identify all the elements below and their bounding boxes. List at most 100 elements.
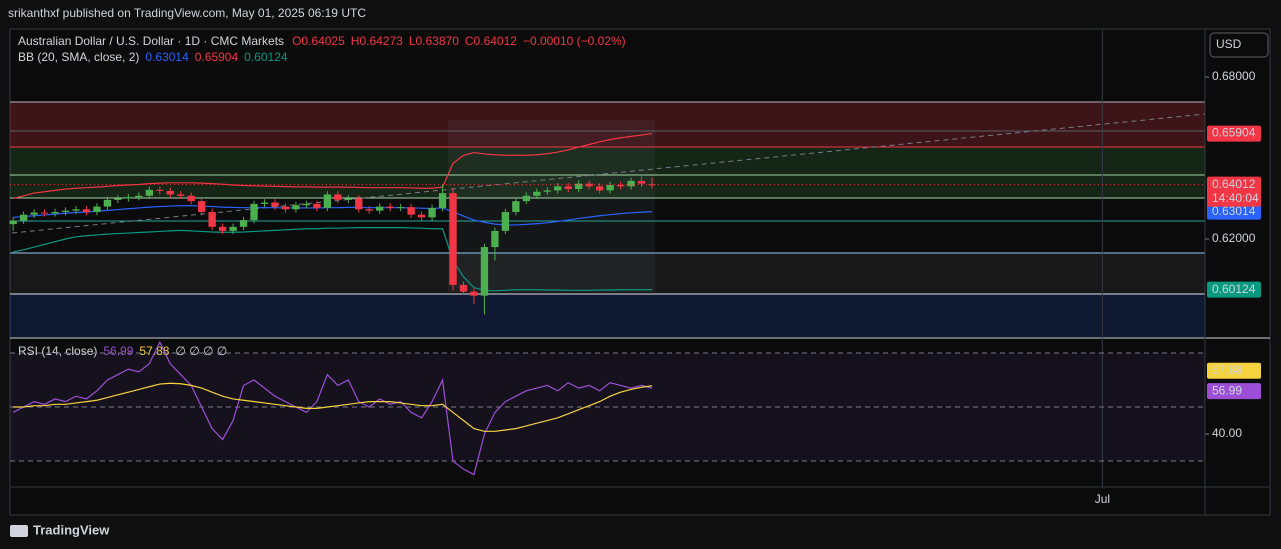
candle-body — [51, 211, 59, 214]
candle-body — [271, 202, 279, 207]
ohlc: C0.64012 — [465, 34, 517, 48]
indicator-line — [13, 205, 653, 226]
candle-body — [208, 211, 216, 227]
candle-body — [229, 226, 237, 231]
indicator: RSI (14, close) — [18, 344, 97, 358]
candle-body — [124, 197, 133, 199]
candle-body — [177, 194, 185, 196]
candle-body — [30, 212, 38, 215]
candle-body — [438, 193, 447, 208]
candle-body — [522, 195, 530, 202]
ohlc: L0.63870 — [409, 34, 459, 48]
candle-body — [250, 203, 258, 221]
candle-body — [323, 194, 332, 208]
range-box — [448, 120, 655, 292]
bb-basis: 0.63014 — [145, 50, 189, 64]
chart-frame — [9, 28, 1271, 516]
ohlc: H0.64273 — [351, 34, 403, 48]
price-tag-label: 56.99 — [1212, 383, 1242, 397]
rsi-value: 56.99 — [103, 344, 133, 358]
candle-body — [334, 194, 342, 200]
candle-body — [355, 198, 363, 210]
candle-body — [449, 193, 457, 285]
candle-body — [376, 206, 384, 211]
candle-body — [302, 203, 311, 206]
candle-body — [386, 206, 394, 208]
candle-body — [145, 189, 153, 196]
candle-body — [648, 184, 656, 186]
rsi-extra: ∅ ∅ ∅ ∅ — [175, 344, 227, 358]
legend-bb: BB (20, SMA, close, 2) 0.63014 0.65904 0.60… — [18, 50, 288, 64]
candle-body — [459, 284, 468, 292]
candle-body — [93, 206, 101, 212]
indicator-line — [12, 132, 653, 200]
logo-mark — [10, 525, 28, 537]
legend-main: Australian Dollar / U.S. Dollar · 1D · C… — [18, 34, 626, 48]
legend-rsi: RSI (14, close) 56.99 57.88 ∅ ∅ ∅ ∅ — [18, 344, 227, 358]
candle-body — [595, 186, 604, 191]
price-tag-label: 0.64012 — [1212, 177, 1256, 191]
candle-body — [260, 202, 269, 204]
candle-body — [428, 207, 436, 218]
bb-upper: 0.65904 — [195, 50, 239, 64]
candle-body — [470, 291, 478, 296]
logo — [10, 525, 28, 537]
candle-body — [19, 214, 28, 221]
price-tag — [1207, 281, 1261, 298]
currency-button[interactable] — [1209, 32, 1269, 58]
price-tag-label: 57.88 — [1212, 363, 1242, 377]
candle-body — [491, 230, 499, 248]
candle-body — [313, 203, 321, 208]
price-tag — [1207, 383, 1261, 400]
candle-body — [533, 191, 541, 196]
candle-body — [417, 214, 426, 218]
ohlc: O0.64025 — [292, 34, 345, 48]
price-tag — [1207, 176, 1261, 207]
price-tag — [1207, 362, 1261, 379]
candle-body — [606, 184, 614, 191]
candle-body — [564, 186, 572, 190]
candle-body — [501, 211, 510, 231]
y-tick-label: 40.00 — [1212, 426, 1242, 440]
currency[interactable]: USD — [1216, 37, 1242, 51]
zone — [10, 294, 1205, 337]
zone — [10, 253, 1205, 294]
candle-body — [627, 180, 635, 187]
candle-body — [554, 186, 562, 191]
brand: TradingView — [33, 522, 110, 537]
candle-body — [575, 183, 583, 190]
candle-body — [114, 198, 122, 200]
candle-body — [512, 201, 520, 212]
x-tick-label: Jul — [1095, 492, 1110, 506]
zone — [10, 102, 1205, 147]
candle-body — [292, 205, 300, 210]
candle-body — [344, 198, 352, 200]
candle-body — [239, 220, 248, 227]
candle-body — [407, 207, 415, 215]
candle-body — [480, 247, 489, 296]
y-tick-label: 0.68000 — [1212, 69, 1256, 83]
candle-body — [166, 190, 174, 195]
candle-body — [156, 189, 164, 191]
candle-body — [637, 180, 646, 184]
price-tag — [1207, 125, 1261, 142]
candle-body — [281, 206, 290, 210]
candle-body — [218, 226, 227, 231]
candle-body — [61, 210, 70, 212]
price-tag — [1207, 203, 1261, 220]
candle-body — [396, 207, 405, 209]
candle-body — [9, 220, 17, 225]
indicator-line — [12, 340, 653, 476]
candle-body — [135, 195, 143, 198]
price-tag-label: 0.63014 — [1212, 204, 1256, 218]
candle-body — [197, 201, 206, 212]
indicator-line — [13, 227, 653, 292]
price-tag-label: 0.65904 — [1212, 126, 1256, 140]
candle-body — [543, 190, 551, 192]
rsi-ma-value: 57.88 — [139, 344, 169, 358]
candle-body — [616, 184, 625, 187]
change: −0.00010 (−0.02%) — [523, 34, 626, 48]
candle-body — [365, 209, 373, 211]
